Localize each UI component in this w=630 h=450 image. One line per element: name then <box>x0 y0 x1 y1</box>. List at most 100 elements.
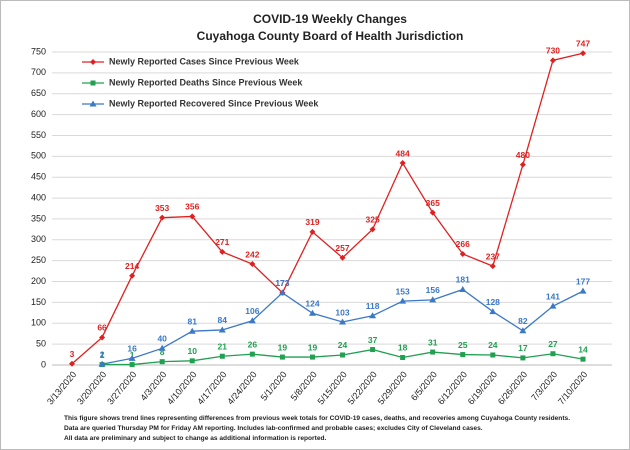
marker <box>128 354 136 361</box>
data-label: 181 <box>456 275 470 285</box>
y-tick-label: 200 <box>31 276 46 286</box>
data-label: 365 <box>426 198 440 208</box>
data-label: 173 <box>275 278 289 288</box>
marker <box>400 354 406 360</box>
data-label: 3 <box>70 349 75 359</box>
marker <box>549 57 556 64</box>
data-label: 2 <box>100 349 105 359</box>
y-tick-label: 550 <box>31 130 46 140</box>
data-label: 266 <box>456 239 470 249</box>
marker <box>219 248 226 255</box>
marker <box>519 327 527 334</box>
data-label: 40 <box>157 334 167 344</box>
marker <box>218 326 226 333</box>
data-label: 356 <box>185 202 199 212</box>
series-line <box>71 52 584 365</box>
data-label: 82 <box>518 316 528 326</box>
marker <box>339 318 347 325</box>
marker <box>129 362 135 368</box>
marker <box>89 100 97 107</box>
y-tick-label: 100 <box>31 318 46 328</box>
data-label: 106 <box>245 306 259 316</box>
data-label: 19 <box>308 342 318 352</box>
marker <box>278 289 286 296</box>
data-label: 27 <box>548 339 558 349</box>
data-label: 271 <box>215 237 229 247</box>
marker <box>69 360 75 367</box>
marker <box>520 355 526 361</box>
y-tick-label: 750 <box>31 46 46 56</box>
chart-subtitle: Cuyahoga County Board of Health Jurisdic… <box>197 29 464 43</box>
marker <box>550 351 556 357</box>
data-label: 128 <box>486 297 500 307</box>
marker <box>339 254 346 261</box>
data-label: 242 <box>245 249 259 259</box>
marker <box>459 250 466 257</box>
marker <box>158 344 166 351</box>
marker <box>99 334 106 341</box>
marker <box>90 80 96 86</box>
footnote: All data are preliminary and subject to … <box>64 435 327 442</box>
y-tick-label: 650 <box>31 88 46 98</box>
data-label: 747 <box>576 39 590 49</box>
marker <box>579 287 587 294</box>
data-label: 353 <box>155 203 169 213</box>
marker <box>309 354 315 360</box>
data-label: 237 <box>486 251 500 261</box>
data-label: 66 <box>97 323 107 333</box>
y-tick-label: 700 <box>31 67 46 77</box>
legend-label: Newly Reported Cases Since Previous Week <box>109 56 300 66</box>
data-label: 118 <box>366 301 380 311</box>
marker <box>429 209 436 216</box>
marker <box>90 59 96 65</box>
data-label: 484 <box>396 148 410 158</box>
marker <box>489 308 497 315</box>
marker <box>188 327 196 334</box>
y-tick-label: 450 <box>31 172 46 182</box>
data-label: 730 <box>546 46 560 56</box>
marker <box>399 297 407 304</box>
data-label: 17 <box>518 343 528 353</box>
marker <box>98 360 106 367</box>
data-label: 10 <box>188 346 198 356</box>
marker <box>219 353 225 359</box>
data-label: 319 <box>305 217 319 227</box>
y-tick-label: 600 <box>31 109 46 119</box>
marker <box>430 349 436 355</box>
y-tick-label: 300 <box>31 234 46 244</box>
marker <box>460 352 466 358</box>
marker <box>580 356 586 362</box>
footnote: Data are queried Thursday PM for Friday … <box>64 425 483 432</box>
marker <box>189 358 195 364</box>
data-label: 480 <box>516 150 530 160</box>
legend-label: Newly Reported Recovered Since Previous … <box>109 98 319 108</box>
data-label: 156 <box>426 285 440 295</box>
data-label: 153 <box>396 286 410 296</box>
data-label: 257 <box>335 243 349 253</box>
marker <box>399 160 406 167</box>
data-label: 84 <box>218 315 228 325</box>
marker <box>189 213 196 220</box>
y-tick-label: 50 <box>36 339 46 349</box>
marker <box>159 359 165 365</box>
y-tick-label: 500 <box>31 151 46 161</box>
marker <box>580 50 586 57</box>
data-label: 18 <box>398 343 408 353</box>
marker <box>490 352 496 358</box>
data-label: 21 <box>218 341 228 351</box>
marker <box>248 317 256 324</box>
marker <box>519 161 526 168</box>
data-label: 26 <box>248 339 258 349</box>
marker <box>249 261 256 268</box>
data-label: 37 <box>368 335 378 345</box>
marker <box>309 228 316 235</box>
marker <box>279 354 285 360</box>
data-label: 14 <box>578 344 588 354</box>
y-tick-label: 150 <box>31 297 46 307</box>
data-label: 173 <box>275 278 289 288</box>
y-tick-label: 0 <box>41 359 46 369</box>
data-label: 141 <box>546 291 560 301</box>
marker <box>370 347 376 353</box>
marker <box>340 352 346 358</box>
